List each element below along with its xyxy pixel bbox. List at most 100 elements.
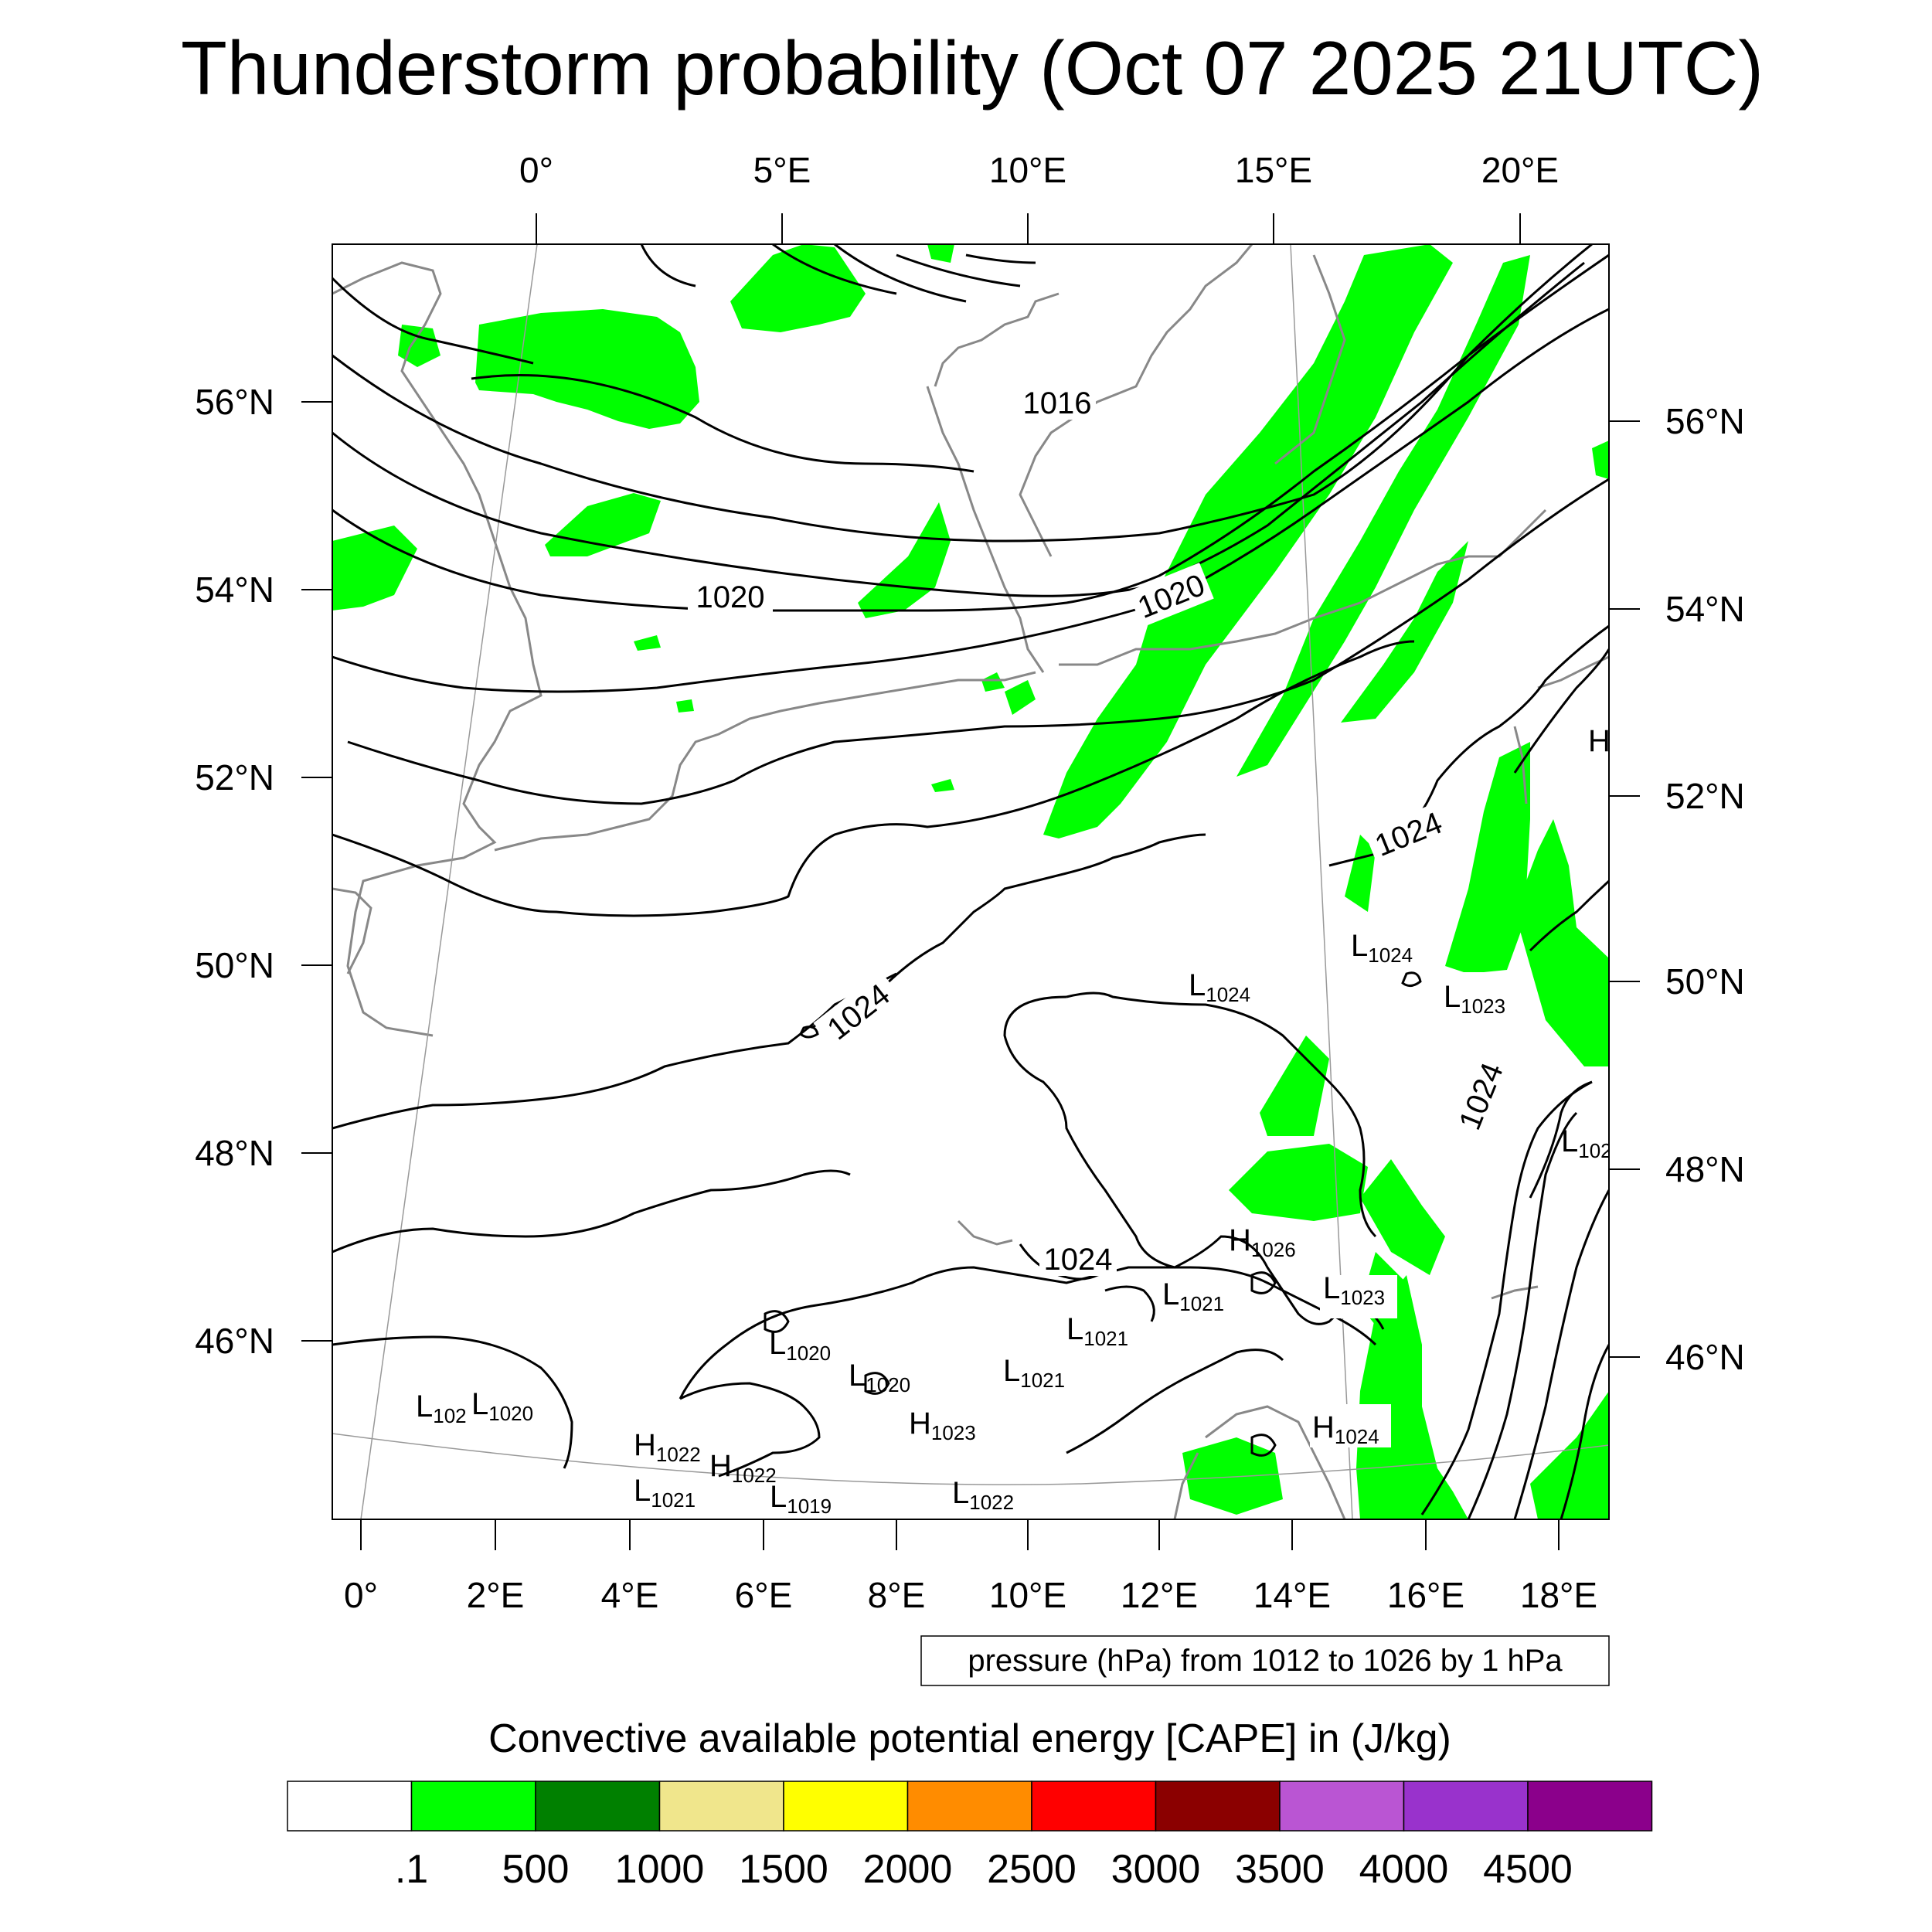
coastline bbox=[1205, 1405, 1346, 1519]
cape-area bbox=[1360, 1159, 1445, 1275]
tick-label: 48°N bbox=[195, 1133, 274, 1173]
pressure-centers: L1024 L1024 L1023 H L102 H1026 L1021 L10… bbox=[416, 724, 1609, 1518]
coastline bbox=[1537, 655, 1609, 689]
top-lon-labels: 0° 5°E 10°E 15°E 20°E bbox=[519, 150, 1559, 190]
colorbar-swatch bbox=[1155, 1781, 1281, 1832]
isobar bbox=[799, 1026, 819, 1039]
coastline bbox=[1491, 1285, 1539, 1300]
isobar bbox=[679, 1266, 1377, 1400]
cape-area bbox=[931, 779, 954, 792]
tick-label: 50°N bbox=[1665, 961, 1745, 1002]
tick-label: 10°E bbox=[989, 1575, 1066, 1615]
map-title: Thunderstorm probability (Oct 07 2025 21… bbox=[181, 26, 1764, 111]
cape-area bbox=[1356, 1275, 1468, 1519]
pressure-center: H1022 bbox=[709, 1449, 777, 1487]
tick-label: 8°E bbox=[868, 1575, 926, 1615]
isobar bbox=[332, 244, 1593, 543]
isobars bbox=[332, 244, 1609, 1519]
colorbar-swatch bbox=[658, 1781, 784, 1832]
coastline bbox=[332, 887, 372, 975]
colorbar-swatch bbox=[1403, 1781, 1529, 1832]
tick-label: 52°N bbox=[1665, 776, 1745, 816]
colorbar-label: 2500 bbox=[987, 1847, 1077, 1892]
isobar bbox=[896, 253, 1021, 287]
cape-area bbox=[981, 672, 1005, 692]
cape-area bbox=[1043, 244, 1453, 838]
isobar bbox=[332, 1169, 851, 1253]
cape-area bbox=[1530, 1391, 1609, 1519]
isobar bbox=[332, 261, 1585, 597]
colorbar-swatch bbox=[1279, 1781, 1405, 1832]
bottom-lon-labels: 0° 2°E 4°E 6°E 8°E 10°E 12°E 14°E 16°E 1… bbox=[344, 1575, 1597, 1615]
tick-label: 14°E bbox=[1253, 1575, 1331, 1615]
cape-area bbox=[475, 309, 699, 429]
tick-label: 0° bbox=[519, 150, 553, 190]
pressure-center: L1021 bbox=[1066, 1312, 1128, 1350]
colorbar-label: .1 bbox=[395, 1847, 428, 1892]
pressure-center: H1022 bbox=[634, 1428, 701, 1466]
cape-area bbox=[1229, 1144, 1368, 1221]
isobar bbox=[1003, 995, 1385, 1330]
cape-area bbox=[1515, 819, 1609, 1066]
isobar bbox=[1104, 1285, 1155, 1322]
colorbar-swatch bbox=[535, 1781, 661, 1832]
isobar bbox=[1401, 971, 1422, 987]
pressure-center: L102 bbox=[416, 1389, 467, 1427]
colorbar-title: Convective available potential energy [C… bbox=[488, 1716, 1451, 1761]
colorbar-swatch bbox=[783, 1781, 909, 1832]
isobar bbox=[1420, 1080, 1593, 1515]
colorbar-swatch bbox=[906, 1781, 1032, 1832]
isobar bbox=[834, 244, 967, 303]
tick-label: 56°N bbox=[195, 382, 274, 422]
cape-area bbox=[858, 502, 951, 618]
pressure-center: L1023 bbox=[1444, 980, 1505, 1018]
tick-label: 2°E bbox=[467, 1575, 525, 1615]
map-frame bbox=[332, 243, 1610, 1520]
cape-area bbox=[676, 699, 694, 713]
colorbar-labels: .1 500 1000 1500 2000 2500 3000 3500 4000 4500 bbox=[395, 1847, 1573, 1892]
isobar bbox=[332, 308, 1609, 693]
isobar-label: 1024 bbox=[1044, 1243, 1113, 1277]
cape-area bbox=[1182, 1437, 1283, 1515]
cape-area bbox=[1592, 440, 1609, 479]
right-lat-labels: 56°N 54°N 52°N 50°N 48°N 46°N bbox=[1665, 401, 1745, 1377]
cape-area bbox=[730, 244, 866, 332]
tick-label: 50°N bbox=[195, 945, 274, 985]
tick-label: 12°E bbox=[1121, 1575, 1198, 1615]
cape-area bbox=[1445, 742, 1530, 974]
tick-label: 4°E bbox=[601, 1575, 659, 1615]
coastline bbox=[934, 292, 1060, 387]
isobar bbox=[1560, 1344, 1609, 1519]
cape-area bbox=[1005, 680, 1036, 715]
colorbar-label: 4000 bbox=[1359, 1847, 1449, 1892]
cape-area bbox=[332, 526, 417, 611]
cape-area bbox=[545, 493, 661, 556]
isobar bbox=[332, 277, 534, 365]
isobar bbox=[332, 253, 1609, 612]
pressure-center: H1026 bbox=[1229, 1223, 1296, 1261]
coastline bbox=[1513, 726, 1528, 804]
coastline bbox=[957, 1219, 1013, 1246]
isobar bbox=[864, 1372, 890, 1395]
isobar bbox=[764, 1310, 790, 1333]
colorbar-label: 500 bbox=[502, 1847, 570, 1892]
colorbar-swatch bbox=[1527, 1781, 1653, 1832]
tick-label: 5°E bbox=[753, 150, 811, 190]
coastline bbox=[1019, 244, 1253, 557]
coastline bbox=[1274, 254, 1346, 465]
colorbar-label: 1000 bbox=[615, 1847, 705, 1892]
colorbar bbox=[287, 1781, 1653, 1832]
coastline bbox=[332, 261, 543, 1037]
isobar bbox=[1529, 1080, 1593, 1199]
coastline bbox=[926, 386, 1045, 673]
colorbar-label: 4500 bbox=[1483, 1847, 1573, 1892]
isobar bbox=[347, 478, 1609, 805]
pressure-center: L1023 bbox=[1323, 1271, 1385, 1309]
tick-label: 54°N bbox=[1665, 589, 1745, 629]
colorbar-label: 3000 bbox=[1111, 1847, 1201, 1892]
pressure-center: L1021 bbox=[1003, 1354, 1065, 1392]
map-area: 1016 1020 1020 1024 1024 1024 1024 L1024… bbox=[332, 244, 1609, 1519]
isobar bbox=[1066, 1349, 1284, 1454]
isobar bbox=[1513, 648, 1609, 774]
